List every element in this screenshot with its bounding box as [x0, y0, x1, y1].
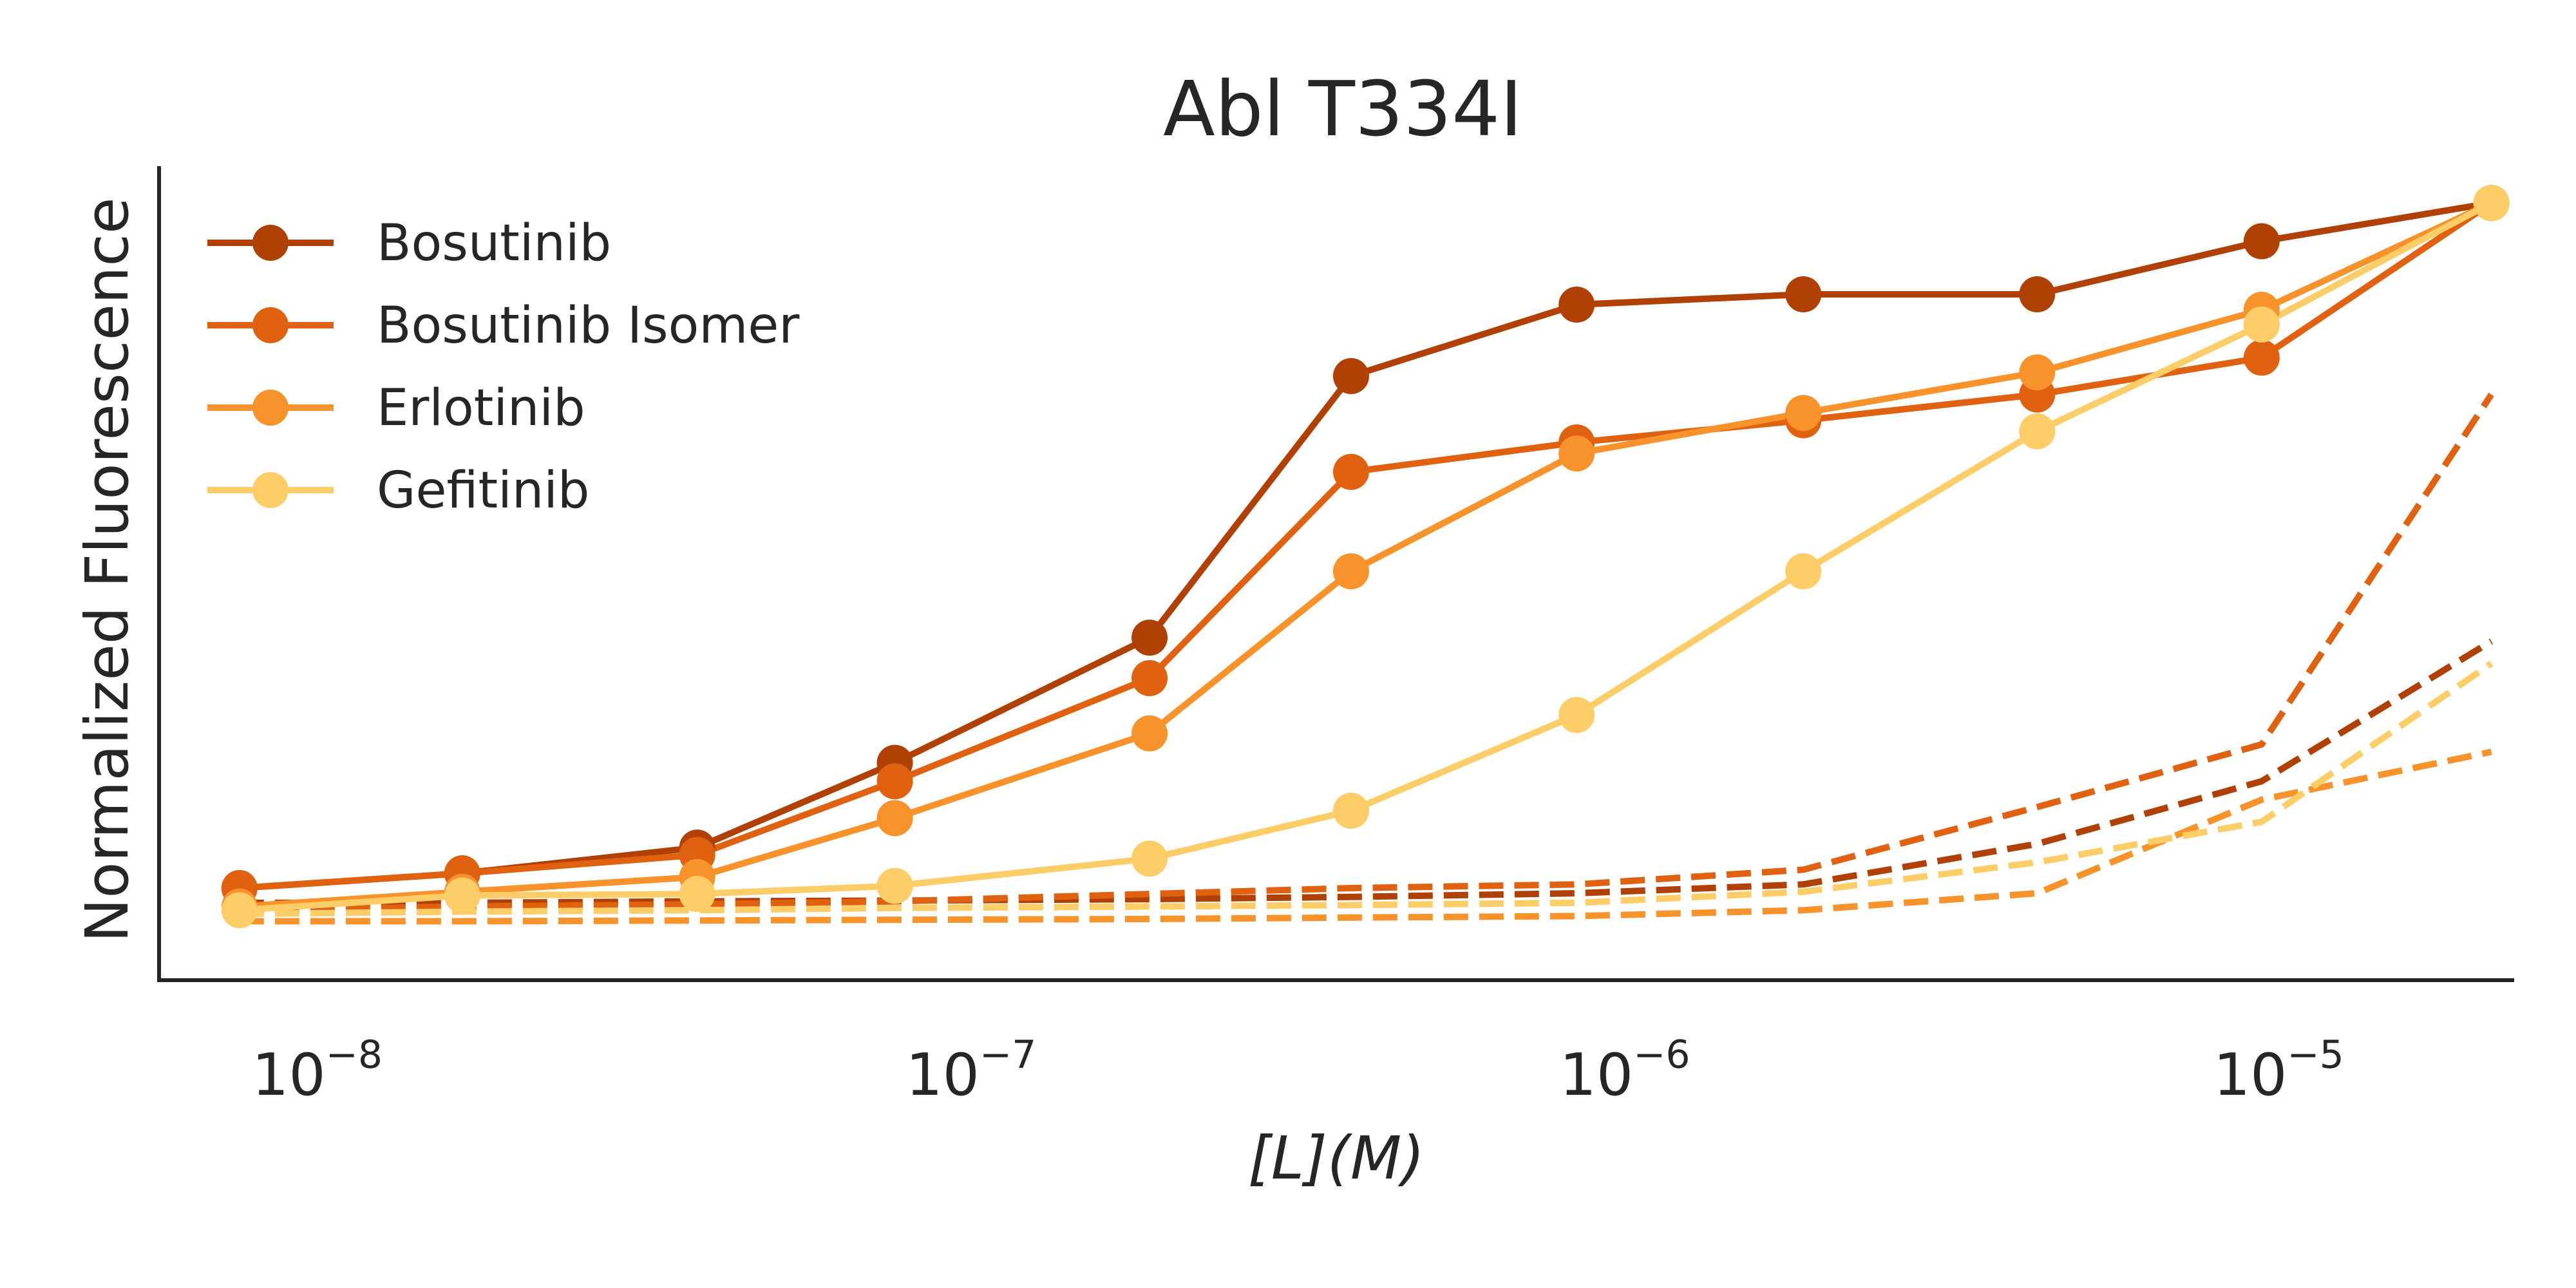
data-point-erlotinib — [1785, 395, 1822, 431]
dashed-line-3 — [239, 748, 2492, 925]
y-axis-label: Normalized Fluorescence — [73, 197, 142, 942]
data-point-bosutinib-isomer — [876, 763, 913, 800]
legend-marker-bosutinib-isomer — [252, 307, 289, 343]
x-tick-label: 10−5 — [2213, 1032, 2344, 1109]
x-tick-label: 10−6 — [1560, 1032, 1690, 1109]
legend-marker-bosutinib — [252, 225, 289, 261]
legend-item-erlotinib: Erlotinib — [207, 379, 585, 437]
markers — [221, 185, 2510, 929]
dashed-line-2 — [239, 392, 2494, 914]
data-point-gefitinib — [2473, 185, 2510, 222]
data-point-erlotinib — [876, 800, 913, 837]
data-point-bosutinib-isomer — [1132, 660, 1168, 697]
data-point-bosutinib — [1558, 287, 1595, 323]
data-point-erlotinib — [1558, 435, 1595, 472]
legend-label-bosutinib: Bosutinib — [377, 214, 611, 272]
data-point-gefitinib — [2243, 306, 2280, 343]
data-point-bosutinib — [2243, 223, 2280, 260]
legend-label-bosutinib-isomer: Bosutinib Isomer — [377, 297, 800, 355]
legend-item-bosutinib: Bosutinib — [207, 214, 611, 272]
legend-label-erlotinib: Erlotinib — [377, 379, 585, 437]
data-point-gefitinib — [1132, 840, 1168, 877]
legend-marker-erlotinib — [252, 390, 289, 426]
dashed-line-4 — [239, 661, 2494, 918]
x-tick-labels: 10−8 10−7 10−6 10−5 — [252, 1032, 2344, 1109]
legend-item-gefitinib: Gefitinib — [207, 462, 589, 520]
data-point-bosutinib-isomer — [1332, 453, 1369, 490]
dashed-line-1 — [239, 638, 2494, 906]
data-point-erlotinib — [1132, 715, 1168, 752]
data-point-erlotinib — [1332, 553, 1369, 590]
x-tick-label: 10−7 — [905, 1032, 1036, 1109]
data-point-gefitinib — [1785, 553, 1822, 590]
data-point-erlotinib — [2019, 354, 2056, 391]
legend-item-bosutinib-isomer: Bosutinib Isomer — [207, 297, 800, 355]
data-point-gefitinib — [444, 877, 480, 914]
plot-area — [221, 185, 2510, 929]
legend-marker-gefitinib — [252, 472, 289, 508]
data-point-gefitinib — [1332, 792, 1369, 829]
data-point-gefitinib — [679, 876, 715, 913]
dashed-lines — [239, 392, 2494, 925]
data-point-bosutinib — [1785, 276, 1822, 313]
legend-label-gefitinib: Gefitinib — [377, 462, 589, 520]
data-point-bosutinib — [2019, 276, 2056, 313]
data-point-gefitinib — [876, 867, 913, 904]
x-axis-label: [L](M) — [1248, 1124, 1425, 1193]
data-point-gefitinib — [2019, 413, 2056, 450]
legend: Bosutinib Bosutinib Isomer Erlotinib Gefiti… — [207, 214, 800, 520]
data-point-bosutinib-isomer — [2243, 339, 2280, 376]
data-point-bosutinib — [1132, 620, 1168, 656]
data-point-gefitinib — [221, 892, 258, 929]
data-point-gefitinib — [1558, 697, 1595, 734]
chart-title: Abl T334I — [1163, 64, 1522, 153]
data-point-bosutinib — [1332, 358, 1369, 395]
x-tick-label: 10−8 — [252, 1032, 383, 1109]
